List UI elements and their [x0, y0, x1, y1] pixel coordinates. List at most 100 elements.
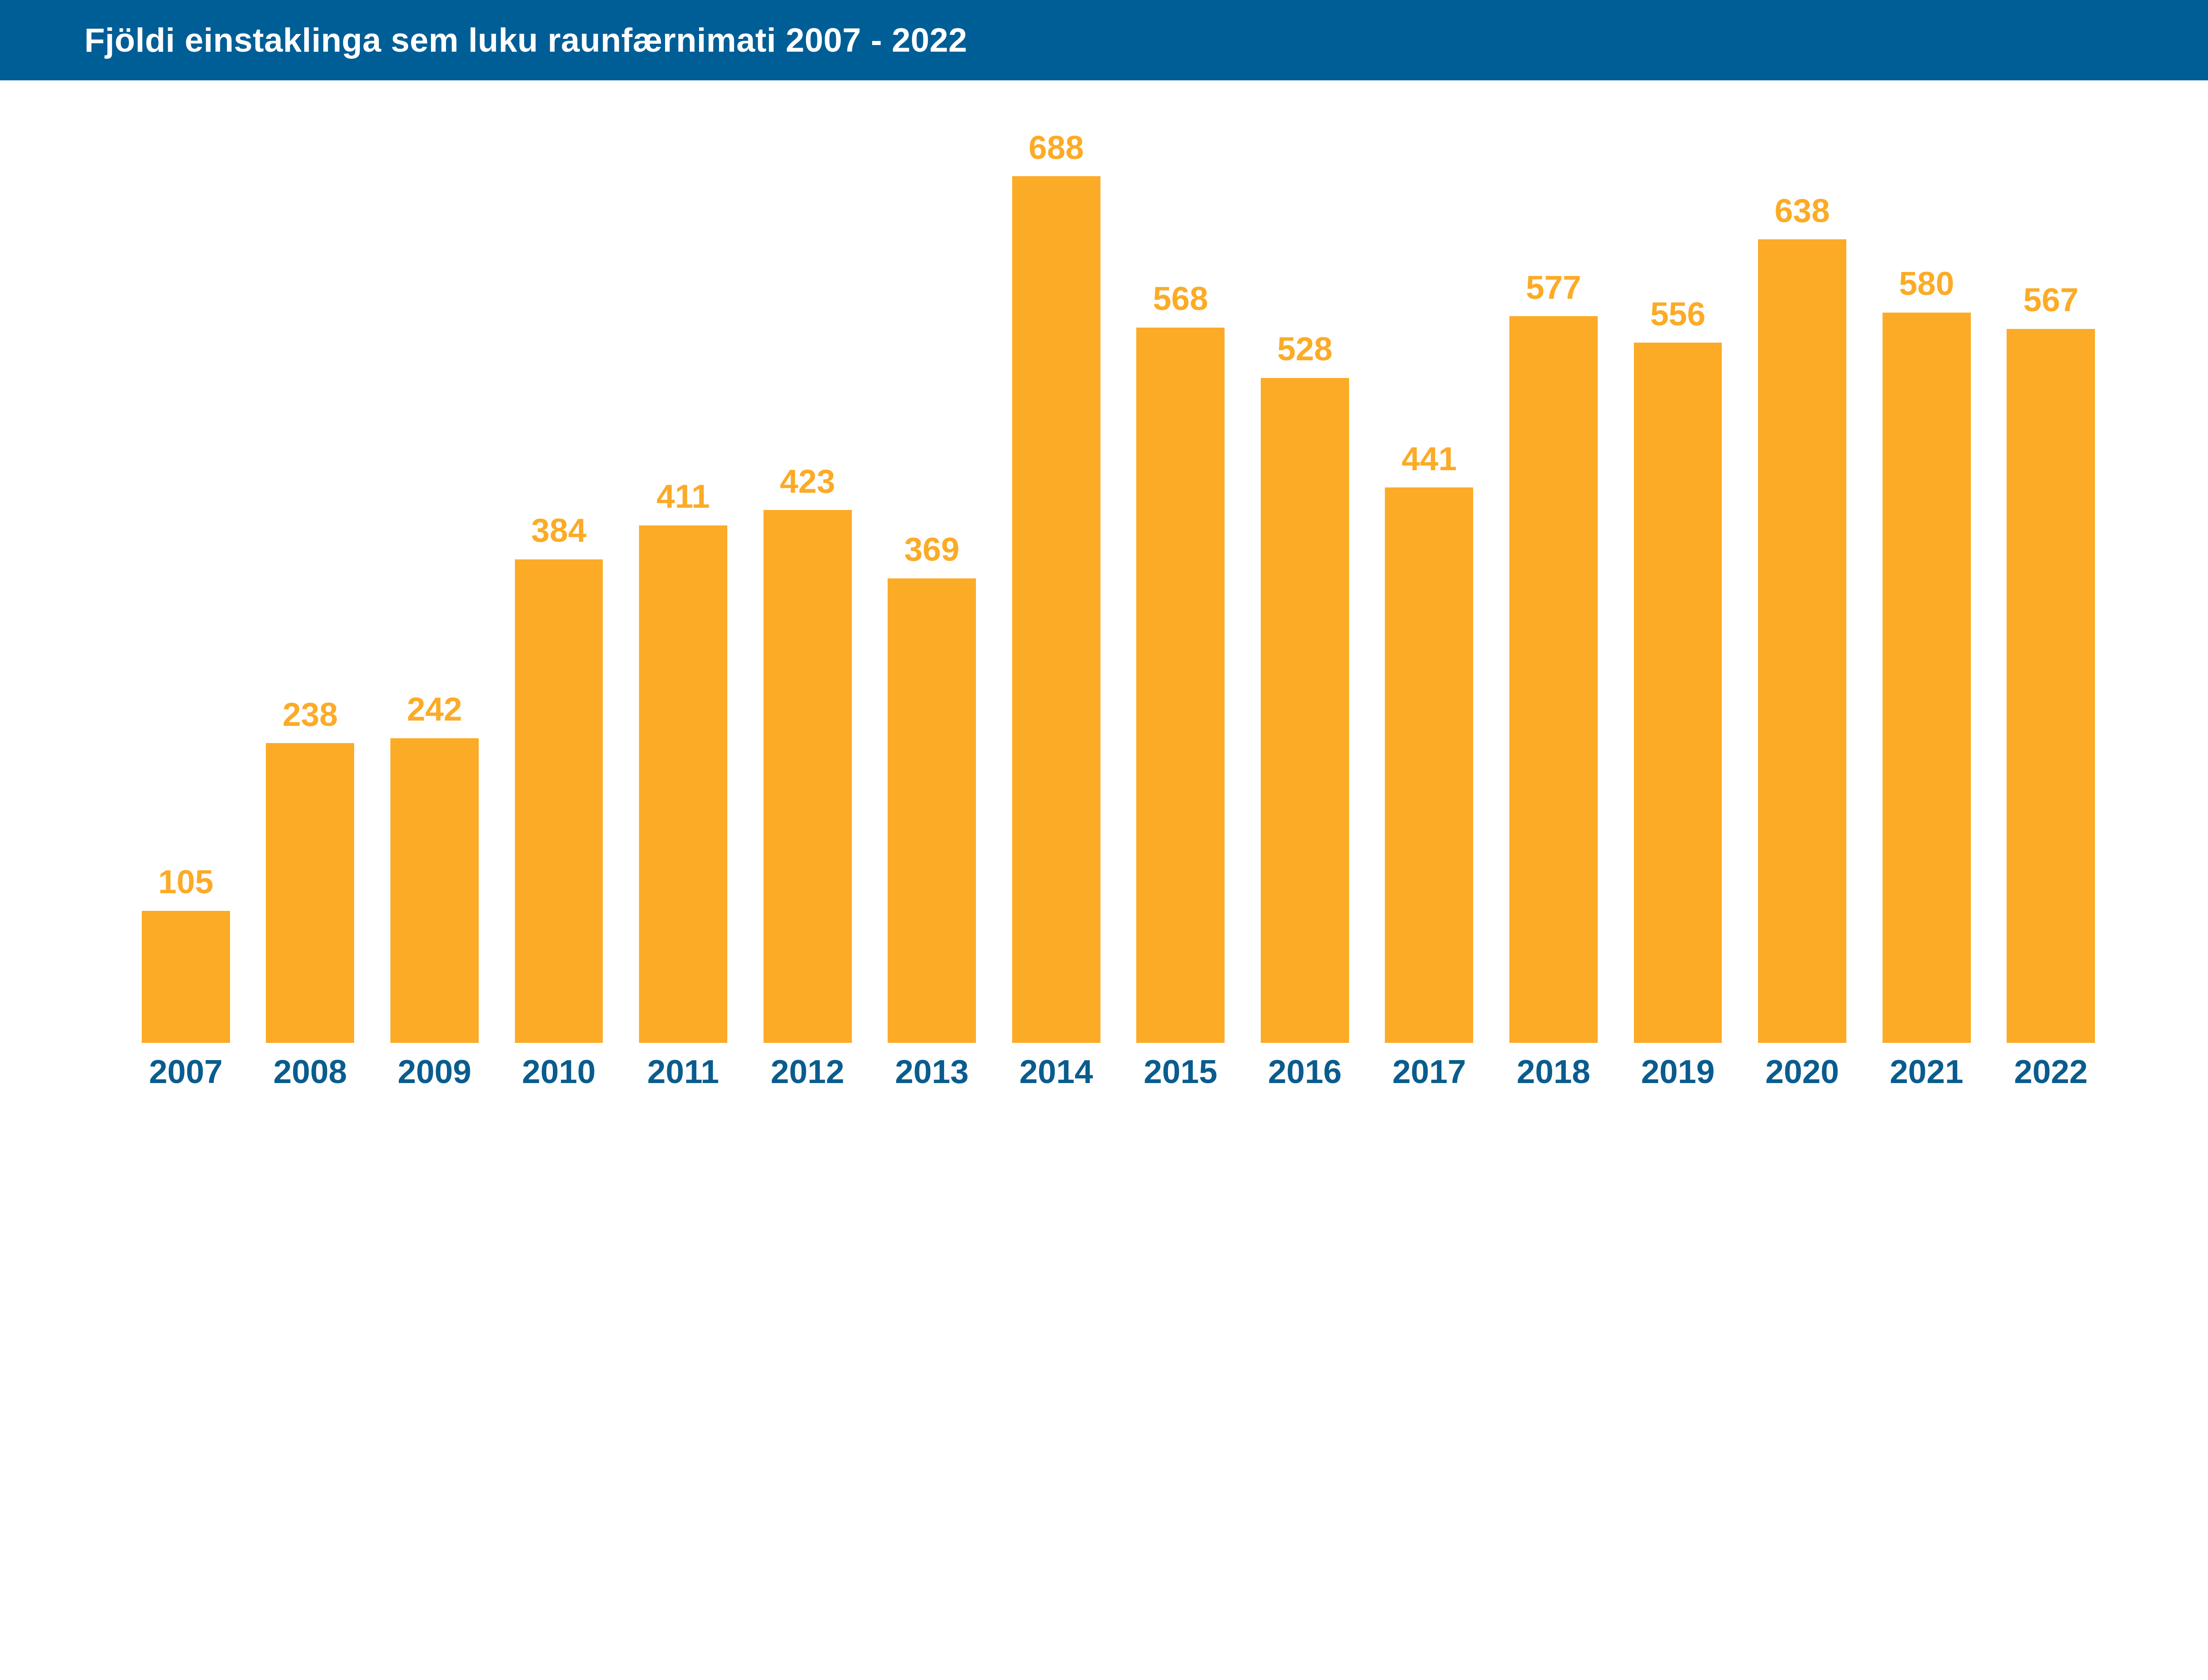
bar[interactable]: [1136, 327, 1225, 1043]
bar-column: 441 2017: [1367, 80, 1492, 1145]
bar-value-label: 105: [158, 863, 214, 901]
x-axis-label: 2007: [149, 1053, 223, 1090]
bar-area: 384: [497, 80, 621, 1043]
bar-column: 688 2014: [994, 80, 1119, 1145]
chart-title: Fjöldi einstaklinga sem luku raunfærnima…: [84, 21, 968, 59]
bar-column: 638 2020: [1740, 80, 1864, 1145]
bar-value-label: 568: [1153, 280, 1208, 317]
bar-value-label: 528: [1277, 330, 1333, 368]
bar-column: 528 2016: [1243, 80, 1367, 1145]
chart-page: Fjöldi einstaklinga sem luku raunfærnima…: [0, 0, 2208, 1145]
bar-value-label: 580: [1899, 265, 1955, 302]
bar-area: 242: [372, 80, 497, 1043]
bar-area: 369: [870, 80, 994, 1043]
x-axis-label: 2008: [273, 1053, 347, 1090]
bar-area: 580: [1864, 80, 1989, 1043]
bar-area: 411: [621, 80, 745, 1043]
bar-column: 568 2015: [1119, 80, 1243, 1145]
bar-area: 577: [1491, 80, 1616, 1043]
bar-value-label: 242: [407, 691, 462, 728]
bar[interactable]: [1758, 239, 1847, 1043]
bar[interactable]: [888, 578, 976, 1043]
x-axis-label: 2017: [1392, 1053, 1466, 1090]
bar-area: 638: [1740, 80, 1864, 1043]
x-axis-area: 2021: [1864, 1043, 1989, 1145]
bar[interactable]: [2007, 328, 2095, 1043]
plot-area: 105 2007 238 2008 242 2009 384 2010 411 2011 423 20…: [124, 80, 2113, 1145]
bar-chart: 105 2007 238 2008 242 2009 384 2010 411 2011 423 20…: [124, 80, 2113, 1145]
bar[interactable]: [390, 738, 479, 1043]
x-axis-label: 2016: [1268, 1053, 1342, 1090]
bar-area: 238: [248, 80, 373, 1043]
x-axis-area: 2017: [1367, 1043, 1492, 1145]
bar-column: 384 2010: [497, 80, 621, 1145]
x-axis-label: 2022: [2014, 1053, 2088, 1090]
x-axis-area: 2008: [248, 1043, 373, 1145]
x-axis-area: 2010: [497, 1043, 621, 1145]
x-axis-area: 2020: [1740, 1043, 1864, 1145]
x-axis-area: 2007: [124, 1043, 248, 1145]
bar-value-label: 638: [1774, 192, 1830, 229]
x-axis-label: 2010: [522, 1053, 596, 1090]
bar-value-label: 238: [282, 695, 338, 733]
bar-column: 423 2012: [745, 80, 870, 1145]
bar[interactable]: [1385, 487, 1474, 1043]
bar-area: 423: [745, 80, 870, 1043]
bar-value-label: 441: [1401, 440, 1457, 477]
bar[interactable]: [1509, 316, 1598, 1043]
bar-value-label: 423: [780, 462, 836, 500]
bar-value-label: 369: [904, 531, 960, 568]
bar-value-label: 577: [1526, 268, 1581, 306]
bar-column: 238 2008: [248, 80, 373, 1145]
bar[interactable]: [639, 525, 727, 1043]
bar[interactable]: [1633, 343, 1722, 1043]
bar[interactable]: [141, 910, 230, 1043]
x-axis-label: 2018: [1516, 1053, 1591, 1090]
x-axis-area: 2015: [1119, 1043, 1243, 1145]
x-axis-area: 2019: [1616, 1043, 1740, 1145]
bar-area: 688: [994, 80, 1119, 1043]
x-axis-area: 2012: [745, 1043, 870, 1145]
bar-column: 105 2007: [124, 80, 248, 1145]
bar[interactable]: [763, 510, 852, 1043]
bar[interactable]: [514, 559, 603, 1043]
bar-area: 567: [1989, 80, 2113, 1043]
bar-area: 556: [1616, 80, 1740, 1043]
x-axis-area: 2013: [870, 1043, 994, 1145]
x-axis-label: 2011: [647, 1053, 719, 1090]
bar-area: 441: [1367, 80, 1492, 1043]
chart-title-bar: Fjöldi einstaklinga sem luku raunfærnima…: [0, 0, 2208, 81]
x-axis-area: 2011: [621, 1043, 745, 1145]
x-axis-area: 2014: [994, 1043, 1119, 1145]
x-axis-label: 2021: [1890, 1053, 1964, 1090]
x-axis-area: 2018: [1491, 1043, 1616, 1145]
bar-value-label: 384: [531, 512, 587, 549]
bar[interactable]: [1882, 312, 1971, 1043]
bar-column: 556 2019: [1616, 80, 1740, 1145]
bar-area: 105: [124, 80, 248, 1043]
x-axis-area: 2022: [1989, 1043, 2113, 1145]
bar-column: 242 2009: [372, 80, 497, 1145]
bar-value-label: 688: [1028, 128, 1084, 166]
bar-area: 528: [1243, 80, 1367, 1043]
bar-column: 567 2022: [1989, 80, 2113, 1145]
x-axis-label: 2009: [397, 1053, 472, 1090]
x-axis-area: 2009: [372, 1043, 497, 1145]
bar-value-label: 411: [656, 478, 710, 515]
x-axis-label: 2019: [1641, 1053, 1715, 1090]
x-axis-label: 2013: [895, 1053, 969, 1090]
bar-column: 369 2013: [870, 80, 994, 1145]
bar-value-label: 567: [2023, 281, 2079, 319]
bar[interactable]: [266, 743, 355, 1043]
x-axis-label: 2012: [771, 1053, 845, 1090]
x-axis-label: 2015: [1143, 1053, 1217, 1090]
bar-column: 577 2018: [1491, 80, 1616, 1145]
x-axis-area: 2016: [1243, 1043, 1367, 1145]
bar[interactable]: [1260, 378, 1349, 1043]
bar-column: 580 2021: [1864, 80, 1989, 1145]
bar[interactable]: [1012, 176, 1100, 1043]
x-axis-label: 2014: [1019, 1053, 1093, 1090]
bar-area: 568: [1119, 80, 1243, 1043]
bar-value-label: 556: [1650, 295, 1706, 332]
x-axis-label: 2020: [1765, 1053, 1839, 1090]
